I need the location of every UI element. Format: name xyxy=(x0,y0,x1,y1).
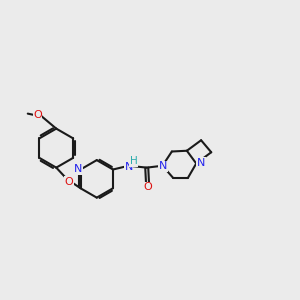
Text: O: O xyxy=(33,110,42,120)
Text: O: O xyxy=(64,177,73,187)
Text: N: N xyxy=(159,161,167,171)
Text: N: N xyxy=(197,158,205,168)
Text: O: O xyxy=(143,182,152,192)
Text: N: N xyxy=(124,161,133,172)
Text: H: H xyxy=(130,156,137,166)
Text: N: N xyxy=(74,164,82,175)
